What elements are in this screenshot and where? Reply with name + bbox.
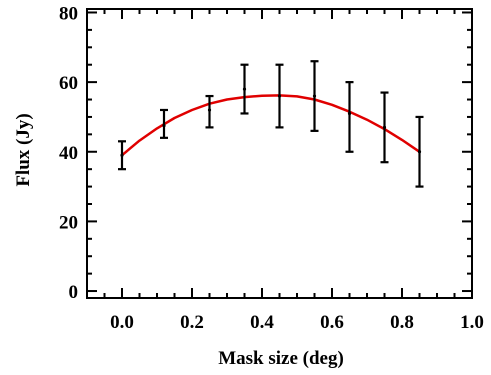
x-axis-title: Mask size (deg) — [218, 348, 344, 369]
errorbar-point — [310, 60, 319, 132]
x-tick-label: 0.2 — [180, 312, 204, 333]
y-ticks-group: 0 20 40 60 80 — [59, 3, 472, 303]
errorbar-point — [160, 108, 168, 139]
data-point — [382, 125, 387, 129]
x-tick-label: 0.8 — [390, 312, 414, 333]
fit-curve-line — [121, 94, 421, 157]
y-axis-title: Flux (Jy) — [13, 113, 34, 186]
y-tick-label: 60 — [59, 73, 78, 94]
errorbar-point — [205, 94, 214, 129]
y-tick-label: 0 — [69, 282, 79, 303]
x-tick-label: 0.6 — [320, 312, 344, 333]
axes-group — [86, 8, 473, 299]
y-tick-label: 20 — [59, 212, 78, 233]
errorbar-point — [380, 91, 389, 164]
y-tick-label: 40 — [59, 143, 78, 164]
errorbar-point — [415, 115, 424, 188]
data-point — [162, 124, 166, 128]
data-point — [312, 94, 317, 98]
x-tick-label: 0.4 — [250, 312, 274, 333]
data-point — [417, 150, 422, 154]
x-tick-label: 1.0 — [460, 312, 484, 333]
fit-curve-group — [121, 94, 421, 157]
errorbar-point — [118, 140, 126, 171]
errorbar-point — [345, 81, 354, 153]
errorbar-point — [240, 63, 249, 115]
data-point — [347, 111, 352, 116]
data-point — [277, 94, 282, 98]
plot-frame — [86, 8, 473, 299]
y-tick-label: 80 — [59, 3, 78, 24]
x-tick-label: 0.0 — [110, 312, 134, 333]
data-point — [207, 108, 212, 112]
x-ticks-group: 0.0 0.2 0.4 0.6 0.8 1.0 — [86, 9, 484, 333]
data-point — [242, 87, 247, 91]
data-point — [120, 153, 124, 157]
errorbar-point — [275, 63, 284, 129]
errorbar-group — [118, 60, 424, 188]
